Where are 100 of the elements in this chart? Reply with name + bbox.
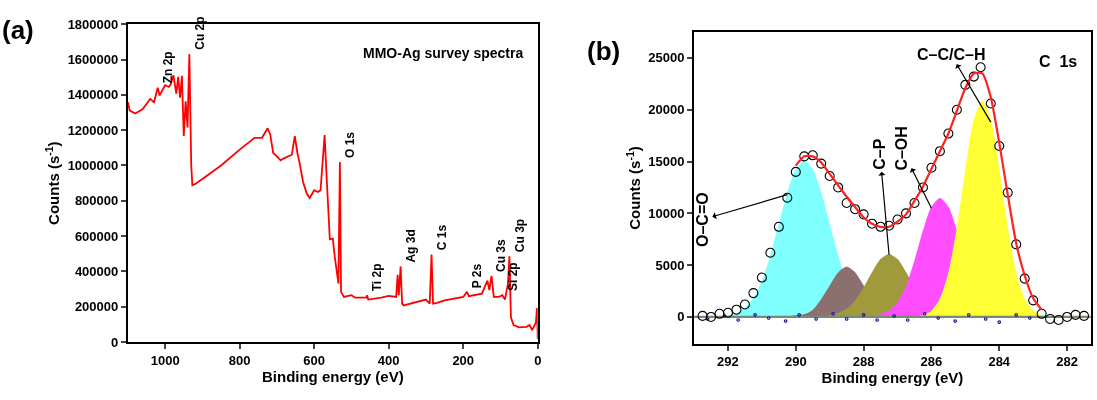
- y-tick-label: 200000: [74, 299, 119, 315]
- annotation: MMO-Ag survey spectra: [363, 45, 524, 61]
- point: [1070, 309, 1081, 320]
- point: [943, 128, 954, 139]
- point: [816, 158, 827, 169]
- point: [934, 146, 945, 157]
- point: [917, 182, 928, 193]
- annotation: C–OH: [893, 126, 911, 171]
- y-tick-label: 1400000: [67, 87, 119, 103]
- annotation: Cu 3p: [512, 218, 527, 253]
- point: [833, 182, 844, 193]
- x-tick-label: 288: [852, 354, 875, 370]
- point: [1027, 316, 1032, 320]
- point: [985, 98, 996, 109]
- y-tick-label: 800000: [74, 193, 119, 209]
- y-tick-label: 1200000: [67, 122, 119, 138]
- x-tick-label: 282: [1056, 354, 1078, 370]
- point: [861, 313, 866, 317]
- annotation: C–C/C–H: [917, 46, 986, 63]
- y-tick-label: 0: [677, 309, 685, 325]
- point: [900, 208, 912, 219]
- x-tick-label: 200: [452, 352, 475, 368]
- point: [997, 320, 1002, 324]
- x-tick-label: 290: [784, 354, 807, 370]
- point: [1062, 311, 1073, 322]
- point: [936, 316, 941, 320]
- point: [765, 247, 776, 258]
- point: [1045, 313, 1056, 325]
- x-tick-label: 286: [920, 354, 943, 370]
- point: [892, 314, 896, 318]
- point: [858, 209, 869, 220]
- y-tick-label: 5000: [655, 257, 685, 273]
- y-tick-label: 1000000: [67, 158, 119, 174]
- annotation: P 2s: [469, 263, 484, 289]
- point: [753, 313, 757, 317]
- annotation: C 1s: [1039, 53, 1078, 70]
- point: [975, 62, 986, 73]
- point: [1053, 314, 1064, 326]
- point: [766, 316, 771, 320]
- x-tick-label: 284: [988, 354, 1011, 370]
- point: [850, 204, 861, 215]
- point: [807, 150, 818, 161]
- y-tick-label: 400000: [74, 263, 119, 279]
- y-tick-label: 1800000: [67, 16, 119, 32]
- point: [799, 151, 810, 162]
- y-tick-label: 10000: [648, 205, 685, 221]
- point: [841, 197, 852, 209]
- point: [951, 104, 962, 115]
- point: [722, 307, 734, 318]
- point: [739, 299, 750, 310]
- chart-title: (b): [587, 36, 621, 66]
- point: [773, 221, 784, 232]
- x-tick-label: 1000: [150, 352, 180, 368]
- point: [1002, 187, 1013, 198]
- x-tick-label: 400: [377, 352, 400, 368]
- point: [960, 79, 971, 90]
- x-tick-label: 600: [303, 352, 326, 368]
- y-tick-label: 600000: [74, 228, 119, 244]
- y-tick-label: 1600000: [67, 52, 119, 68]
- point: [966, 313, 971, 317]
- point: [824, 170, 835, 182]
- point: [968, 71, 979, 82]
- x-tick-label: 800: [228, 352, 251, 368]
- point: [867, 218, 878, 229]
- point: [884, 220, 895, 231]
- point: [736, 318, 740, 322]
- point: [783, 319, 788, 323]
- point: [790, 166, 801, 177]
- point: [705, 311, 717, 322]
- x-tick-label: 0: [534, 352, 542, 368]
- point: [926, 162, 937, 173]
- y-tick-label: 25000: [648, 50, 685, 66]
- point: [909, 197, 920, 209]
- x-axis-title: Binding energy (eV): [821, 369, 964, 387]
- point: [905, 318, 910, 322]
- point: [782, 192, 793, 203]
- point: [756, 272, 767, 283]
- point: [1011, 239, 1022, 250]
- point: [875, 221, 886, 232]
- annotation: C 1s: [434, 224, 449, 251]
- point: [731, 304, 742, 315]
- point: [814, 317, 818, 321]
- point: [831, 312, 835, 316]
- point: [953, 319, 957, 323]
- annotation: O 1s: [342, 131, 357, 159]
- annotation: O–C=O: [693, 192, 711, 247]
- y-tick-label: 0: [111, 334, 119, 350]
- chart-title: (a): [2, 15, 34, 45]
- point: [994, 140, 1005, 152]
- annotation: Ag 3d: [403, 229, 418, 263]
- point: [1036, 308, 1047, 319]
- y-tick-label: 15000: [648, 154, 685, 170]
- annotation: C–P: [871, 138, 889, 170]
- annotation: Zn 2p: [161, 51, 176, 84]
- y-tick-label: 20000: [648, 102, 685, 118]
- point: [1028, 295, 1039, 306]
- point: [892, 214, 903, 225]
- point: [748, 288, 759, 299]
- x-axis-title: Binding energy (eV): [261, 367, 404, 385]
- point: [1078, 310, 1090, 321]
